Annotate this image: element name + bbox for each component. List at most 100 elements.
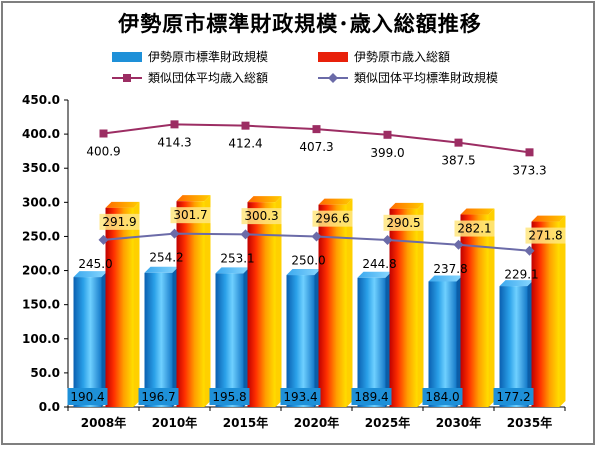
x-tick-label: 2015年 [223, 415, 268, 430]
legend-label: 類似団体平均標準財政規模 [354, 71, 499, 85]
bar-blue-top [144, 266, 179, 273]
similar-revenue-marker [170, 120, 179, 129]
x-tick-label: 2010年 [152, 415, 197, 430]
legend-item-revenue: 伊勢原市歳入総額 [318, 48, 450, 65]
x-tick-label: 2035年 [507, 415, 552, 430]
y-tick-label: 150.0 [22, 298, 60, 312]
x-tick-label: 2020年 [294, 415, 339, 430]
bar-red [460, 214, 489, 407]
data-label-revenue: 282.1 [457, 222, 491, 236]
bar-red-side [488, 208, 495, 407]
data-label-bg [280, 388, 321, 405]
data-label-similar-revenue: 387.5 [441, 154, 475, 168]
data-label-bg [209, 388, 250, 405]
data-label-bg [493, 388, 534, 405]
y-tick-label: 0.0 [39, 400, 60, 414]
data-label-similar-scale: 244.8 [362, 257, 396, 271]
y-tick-label: 450.0 [22, 93, 60, 107]
data-label-bg [525, 227, 566, 244]
bar-blue-top [499, 280, 534, 287]
bar-blue [499, 286, 528, 407]
data-label-similar-revenue: 412.4 [228, 137, 262, 151]
data-label-similar-scale: 229.1 [504, 268, 538, 282]
chart-title: 伊勢原市標準財政規模･歳入総額推移 [118, 12, 482, 36]
bar-blue-top [357, 271, 392, 278]
bar-blue-top [73, 271, 108, 278]
similar-revenue-marker [312, 125, 321, 134]
y-tick-label: 100.0 [22, 332, 60, 346]
data-label-revenue: 300.3 [244, 209, 278, 223]
bar-red [247, 202, 276, 407]
similar-revenue-marker [241, 121, 250, 130]
data-label-standard-scale: 195.8 [212, 390, 246, 404]
y-tick-label: 400.0 [22, 127, 60, 141]
legend-label: 伊勢原市標準財政規模 [148, 50, 269, 64]
data-label-similar-revenue: 414.3 [157, 135, 191, 149]
legend-label: 類似団体平均歳入総額 [148, 71, 269, 85]
bar-red-top [460, 208, 495, 215]
data-label-bg [67, 388, 108, 405]
bar-blue-top [215, 267, 250, 274]
bar-red [318, 204, 347, 407]
data-label-revenue: 271.8 [528, 229, 562, 243]
similar-scale-marker [453, 239, 464, 250]
bar-blue [215, 273, 244, 407]
similar-revenue-marker [525, 148, 534, 157]
y-tick-label: 200.0 [22, 264, 60, 278]
similar-scale-marker [311, 231, 322, 242]
bar-red-side [559, 215, 566, 407]
x-tick-label: 2030年 [436, 415, 481, 430]
bar-blue-top [428, 275, 463, 282]
data-label-bg [99, 213, 140, 230]
bar-blue-top [286, 269, 321, 276]
similar-scale-marker [524, 245, 535, 256]
similar-scale-marker [98, 234, 109, 245]
data-label-bg [454, 220, 495, 237]
data-label-similar-scale: 253.1 [220, 251, 254, 265]
data-label-bg [351, 388, 392, 405]
bar-red [389, 208, 418, 407]
x-tick-label: 2025年 [365, 415, 410, 430]
y-tick-label: 50.0 [30, 366, 60, 380]
legend-item-standard-scale: 伊勢原市標準財政規模 [112, 48, 268, 65]
x-tick-label: 2008年 [81, 415, 126, 430]
data-label-similar-revenue: 407.3 [299, 140, 333, 154]
bar-red-side [346, 198, 353, 407]
data-label-standard-scale: 177.2 [496, 390, 530, 404]
data-label-bg [312, 210, 353, 227]
data-label-revenue: 291.9 [102, 215, 136, 229]
data-label-standard-scale: 193.4 [283, 390, 317, 404]
legend-swatch-red-bar [318, 51, 348, 62]
bar-red [531, 221, 560, 407]
bar-red-top [176, 195, 211, 202]
y-tick-label: 250.0 [22, 229, 60, 243]
legend-item-similar-revenue: 類似団体平均歳入総額 [112, 69, 268, 86]
bar-blue [286, 275, 315, 407]
data-label-similar-revenue: 373.3 [512, 163, 546, 177]
bar-red [176, 201, 205, 407]
y-tick-label: 350.0 [22, 161, 60, 175]
bar-blue [73, 277, 102, 407]
bar-red [105, 207, 134, 407]
data-label-bg [383, 214, 424, 231]
data-label-similar-scale: 237.8 [433, 262, 467, 276]
legend-swatch-purple-line [112, 73, 142, 82]
data-label-bg [170, 207, 211, 224]
data-label-standard-scale: 190.4 [70, 390, 104, 404]
bar-blue [144, 272, 173, 407]
bar-red-top [105, 201, 140, 208]
legend-swatch-blue-bar [112, 51, 142, 62]
legend-label: 伊勢原市歳入総額 [354, 50, 451, 64]
data-label-bg [241, 208, 282, 225]
bar-red-top [318, 198, 353, 205]
similar-scale-marker [240, 229, 251, 240]
data-label-similar-revenue: 400.9 [86, 144, 120, 158]
bar-red-side [417, 202, 424, 407]
data-label-bg [422, 388, 463, 405]
bar-blue [428, 281, 457, 407]
similar-revenue-marker [383, 130, 392, 139]
bar-red-top [531, 215, 566, 222]
y-tick-label: 300.0 [22, 195, 60, 209]
bar-red-side [204, 195, 211, 407]
bar-red-top [247, 196, 282, 203]
